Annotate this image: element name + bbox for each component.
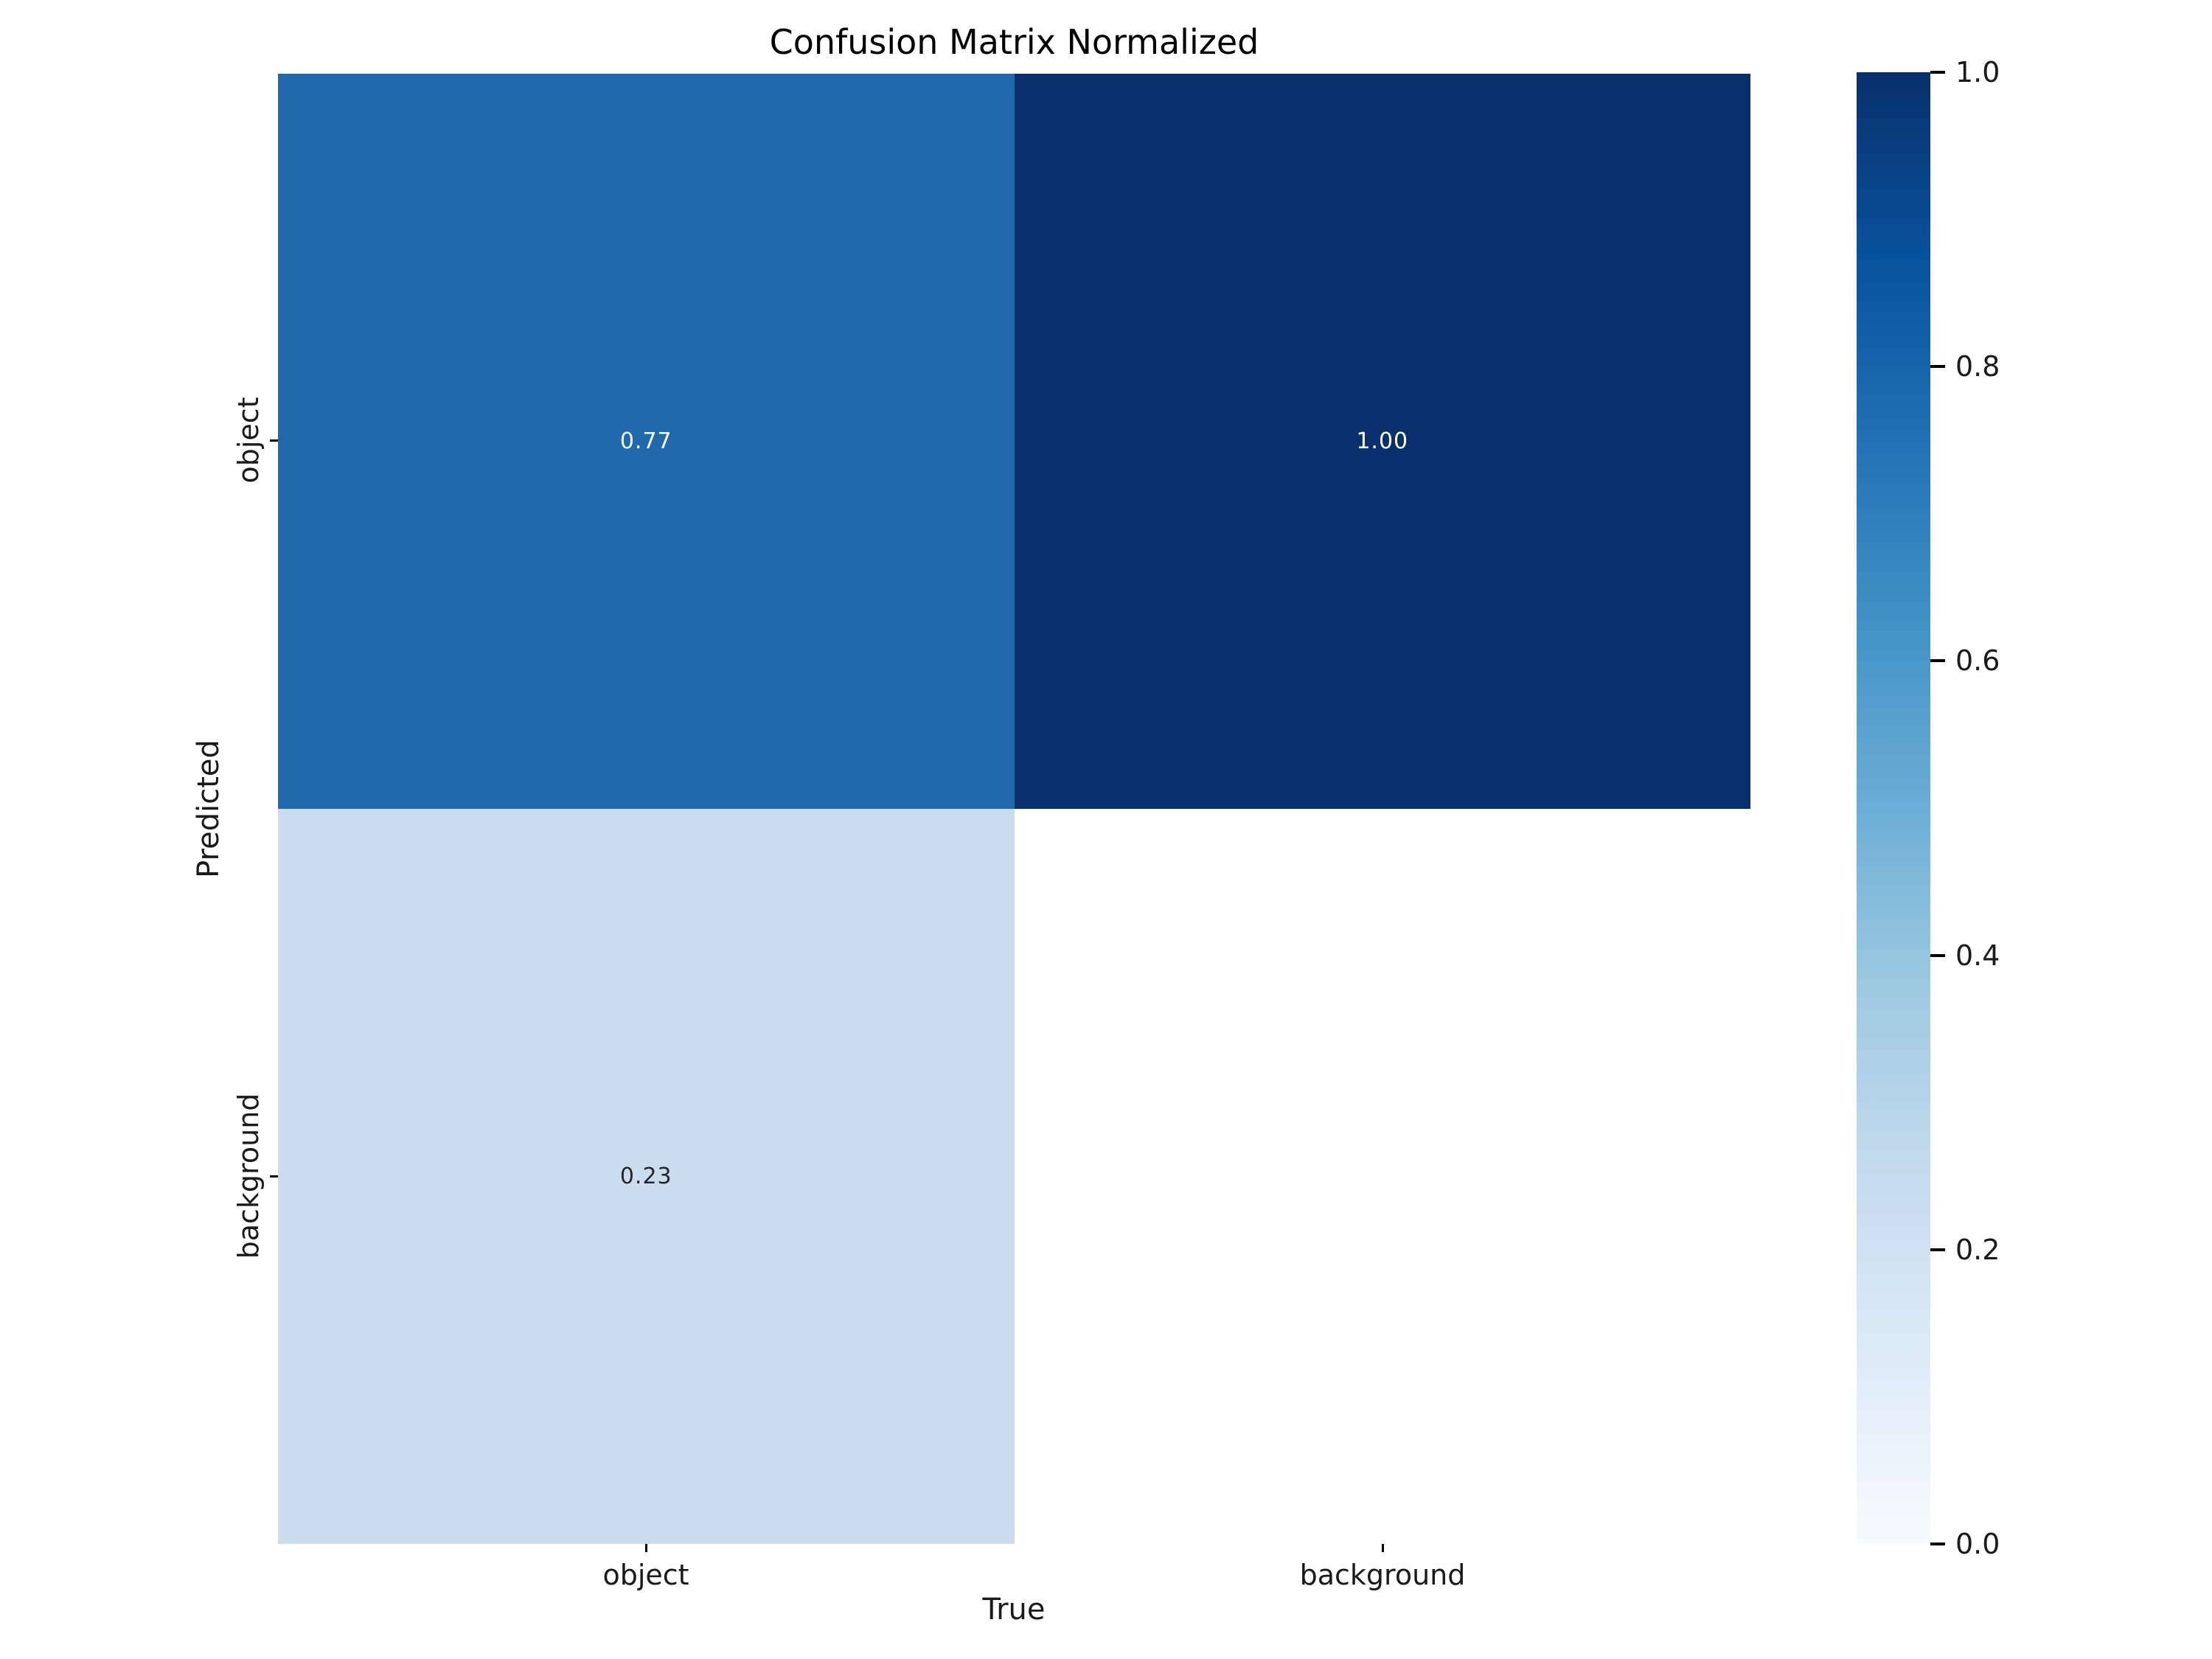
y-tick-label-object: object — [232, 397, 265, 484]
cell-value: 0.77 — [619, 428, 672, 454]
colorbar-tick-mark — [1930, 365, 1945, 368]
chart-title: Confusion Matrix Normalized — [769, 22, 1259, 62]
cell-value: 1.00 — [1356, 428, 1409, 454]
cell-object-object: 0.77 — [278, 74, 1015, 809]
colorbar-tick-mark — [1930, 954, 1945, 957]
cell-object-background: 1.00 — [1014, 74, 1750, 809]
colorbar-tick: 0.2 — [1930, 1234, 2000, 1266]
colorbar-tick-mark — [1930, 659, 1945, 662]
colorbar-tick: 1.0 — [1930, 56, 2000, 88]
heatmap-grid: 0.77 1.00 0.23 — [278, 74, 1750, 1544]
colorbar-tick-label: 0.4 — [1955, 939, 2000, 972]
colorbar-tick-mark — [1930, 71, 1945, 74]
x-tick-mark-object — [645, 1544, 647, 1552]
colorbar-tick: 0.8 — [1930, 350, 2000, 383]
colorbar-tick: 0.4 — [1930, 939, 2000, 972]
x-tick-label-background: background — [1299, 1559, 1466, 1591]
cell-background-background — [1014, 809, 1750, 1544]
colorbar-tick-label: 0.8 — [1955, 350, 2000, 383]
y-tick-label-background: background — [232, 1093, 265, 1259]
y-tick-mark-object — [270, 439, 278, 442]
colorbar-tick: 0.0 — [1930, 1528, 2000, 1560]
x-tick-mark-background — [1382, 1544, 1384, 1552]
colorbar-tick-mark — [1930, 1248, 1945, 1251]
colorbar-tick-label: 0.2 — [1955, 1234, 2000, 1266]
y-axis-label: Predicted — [192, 740, 226, 878]
colorbar-tick: 0.6 — [1930, 644, 2000, 677]
y-tick-mark-background — [270, 1175, 278, 1178]
colorbar-tick-label: 0.6 — [1955, 644, 2000, 677]
colorbar: 1.0 0.8 0.6 0.4 0.2 0.0 — [1857, 56, 2000, 1560]
x-tick-label-object: object — [602, 1559, 689, 1591]
cell-value: 0.23 — [619, 1164, 672, 1189]
colorbar-tick-label: 0.0 — [1955, 1528, 2000, 1560]
cell-background-object: 0.23 — [278, 809, 1015, 1544]
colorbar-tick-mark — [1930, 1543, 1945, 1545]
x-axis-label: True — [982, 1593, 1046, 1627]
colorbar-tick-label: 1.0 — [1955, 56, 2000, 88]
colorbar-gradient — [1857, 72, 1930, 1544]
